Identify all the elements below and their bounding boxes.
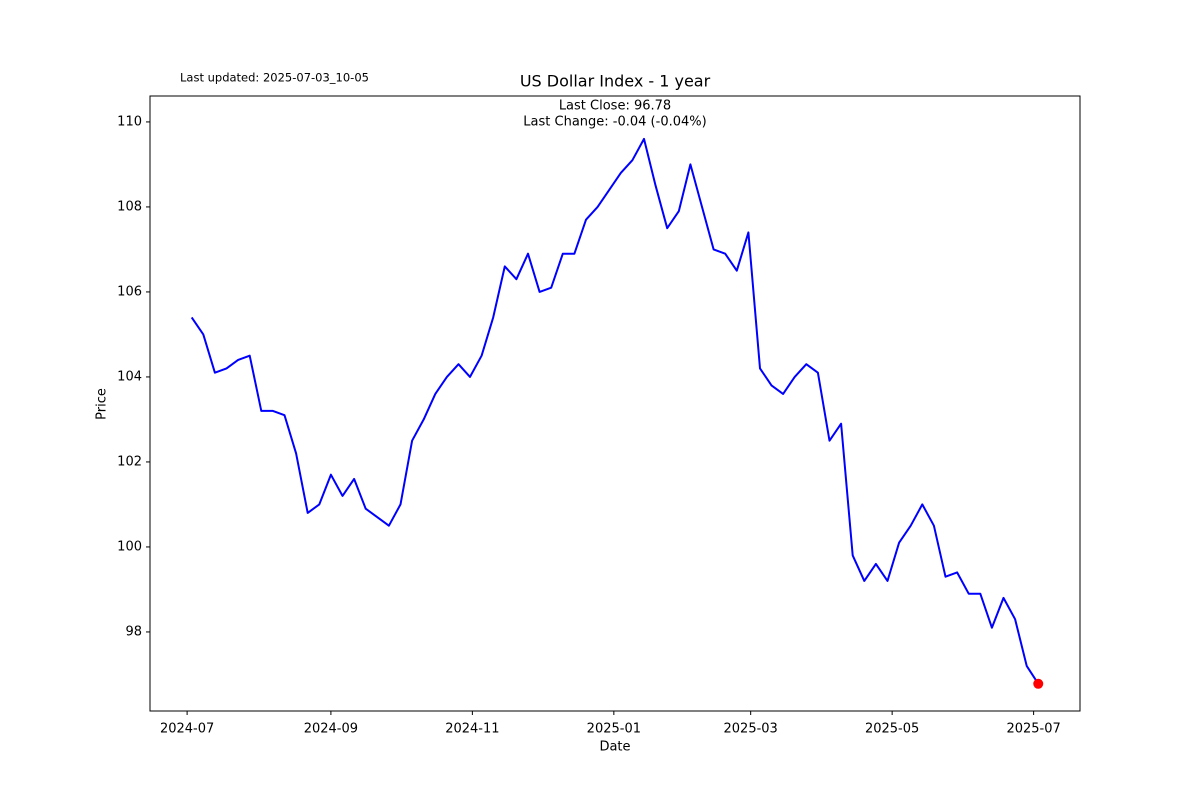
x-tick-label: 2025-07 [1006,722,1060,737]
plot-frame [149,95,1081,712]
x-tick-label: 2025-05 [865,722,919,737]
x-axis-label: Date [599,740,630,755]
y-tick-label: 104 [117,369,142,384]
y-tick-label: 108 [117,199,142,214]
x-tick-label: 2024-11 [445,722,499,737]
last-point [1033,678,1044,689]
updated-note: Last updated: 2025-07-03_10-05 [180,71,369,85]
x-tick-label: 2025-01 [587,722,641,737]
y-tick-label: 102 [117,454,142,469]
x-tick-label: 2024-07 [160,722,214,737]
price-line [190,137,1040,685]
y-tick-label: 98 [125,624,142,639]
last-close: Last Close: 96.78 [559,99,671,114]
chart-title: US Dollar Index - 1 year [520,72,711,91]
y-tick-label: 100 [117,539,142,554]
y-axis-label: Price [95,388,110,420]
last-change: Last Change: -0.04 (-0.04%) [523,115,706,130]
x-tick-label: 2024-09 [304,722,358,737]
x-tick-label: 2025-03 [724,722,778,737]
y-tick-label: 110 [117,114,142,129]
y-tick-label: 106 [117,284,142,299]
